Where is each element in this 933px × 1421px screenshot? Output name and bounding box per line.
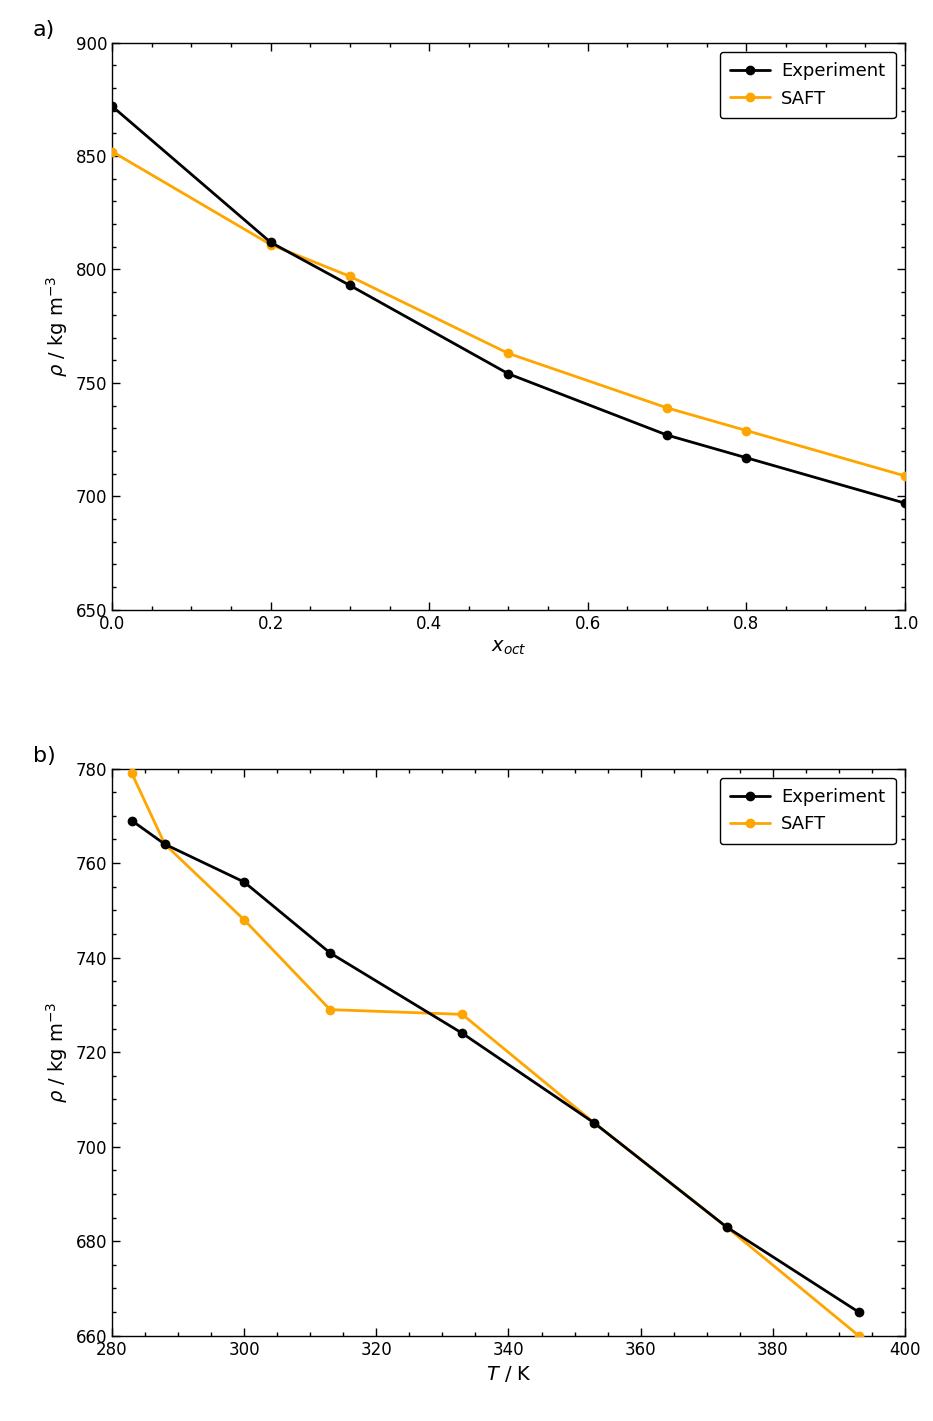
SAFT <box>325 1002 336 1019</box>
Experiment <box>106 98 118 115</box>
SAFT <box>661 399 673 416</box>
SAFT <box>899 468 911 485</box>
SAFT <box>503 345 514 362</box>
Y-axis label: $\rho$ / kg m$^{-3}$: $\rho$ / kg m$^{-3}$ <box>44 1002 70 1103</box>
Experiment <box>456 1025 467 1042</box>
Y-axis label: $\rho$ / kg m$^{-3}$: $\rho$ / kg m$^{-3}$ <box>44 276 70 377</box>
SAFT <box>239 911 250 928</box>
Experiment <box>721 1219 732 1236</box>
SAFT <box>721 1219 732 1236</box>
SAFT <box>160 836 171 853</box>
Experiment <box>344 277 355 294</box>
Experiment <box>661 426 673 443</box>
X-axis label: $x_{oct}$: $x_{oct}$ <box>491 638 526 657</box>
Line: Experiment: Experiment <box>128 817 863 1316</box>
Experiment <box>126 811 137 828</box>
Line: SAFT: SAFT <box>128 769 863 1340</box>
Legend: Experiment, SAFT: Experiment, SAFT <box>719 51 896 118</box>
SAFT <box>456 1006 467 1023</box>
SAFT <box>265 236 276 253</box>
Experiment <box>160 836 171 853</box>
Experiment <box>899 495 911 512</box>
SAFT <box>741 422 752 439</box>
Experiment <box>325 945 336 962</box>
Text: b): b) <box>33 746 55 766</box>
X-axis label: $T$ / K: $T$ / K <box>485 1364 532 1384</box>
Line: SAFT: SAFT <box>108 148 909 480</box>
Experiment <box>589 1114 600 1131</box>
Legend: Experiment, SAFT: Experiment, SAFT <box>719 777 896 844</box>
Experiment <box>503 365 514 382</box>
SAFT <box>344 267 355 284</box>
Text: a): a) <box>33 20 55 40</box>
SAFT <box>589 1114 600 1131</box>
SAFT <box>106 144 118 161</box>
Experiment <box>265 233 276 250</box>
SAFT <box>126 764 137 782</box>
Experiment <box>853 1303 864 1320</box>
Experiment <box>741 449 752 466</box>
Experiment <box>239 874 250 891</box>
Line: Experiment: Experiment <box>108 102 909 507</box>
SAFT <box>853 1327 864 1344</box>
